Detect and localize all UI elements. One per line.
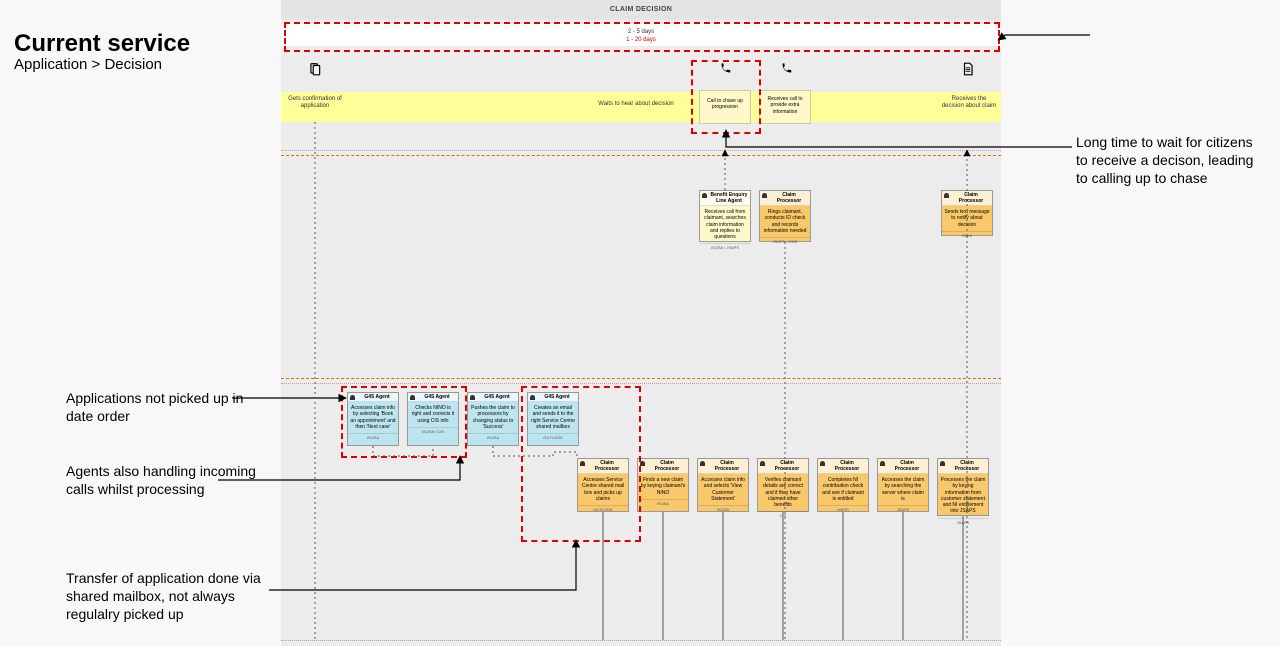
- card-body: Processes the claim by keying informatio…: [938, 474, 988, 518]
- timing-strip: 2 - 5 days 1 - 20 days: [281, 24, 1001, 46]
- card-proc-process-claim: Claim Processor Processes the claim by k…: [937, 458, 989, 516]
- card-body: Accesses claim info by selecting 'Book a…: [348, 402, 398, 433]
- card-system: OUTLOOK: [528, 433, 578, 441]
- card-role: Claim Processor: [578, 459, 628, 474]
- card-proc-view-statement: Claim Processor Accesses claim info and …: [697, 458, 749, 512]
- card-body: Receives call from claimant, searches cl…: [700, 206, 750, 243]
- card-system: JSAPS: [938, 518, 988, 526]
- card-proc-find-claim: Claim Processor Finds a new claim by key…: [637, 458, 689, 512]
- card-body: Verifies claimant details are correct an…: [758, 474, 808, 511]
- card-g4s-push-success: G4S Agent Pushes the claim to processors…: [467, 392, 519, 446]
- card-role: Claim Processor: [758, 459, 808, 474]
- card-g4s-email-mailbox: G4S Agent Creates an email and sends it …: [527, 392, 579, 446]
- phase-header: CLAIM DECISION: [281, 0, 1001, 20]
- breadcrumb: Application > Decision: [14, 56, 162, 73]
- card-proc-verify-details: Claim Processor Verifies claimant detail…: [757, 458, 809, 512]
- card-role: Benefit Enquiry Line Agent: [700, 191, 750, 206]
- card-body: Pushes the claim to processors by changi…: [468, 402, 518, 433]
- citizen-call-chase: Call to chase up progression: [699, 90, 751, 124]
- lane-divider: [281, 155, 1001, 156]
- card-body: Sends text message to notify about decis…: [942, 206, 992, 231]
- lane-divider: [281, 383, 1001, 384]
- device-icon: [308, 62, 322, 79]
- card-body: Checks NINO is right and corrects it usi…: [408, 402, 458, 427]
- card-system: ISIJSA / CIS: [408, 427, 458, 435]
- card-body: Completes NI contribution check and see …: [818, 474, 868, 505]
- card-proc-pick-mailbox: Claim Processor Accesses Service Centre …: [577, 458, 629, 512]
- card-role: Claim Processor: [818, 459, 868, 474]
- card-role: G4S Agent: [468, 393, 518, 402]
- card-role: G4S Agent: [348, 393, 398, 402]
- citizen-call-chase-text: Call to chase up progression: [700, 91, 750, 114]
- citizen-receives-call-text: Receives call to provide extra informati…: [760, 91, 810, 118]
- card-g4s-access-claim: G4S Agent Accesses claim info by selecti…: [347, 392, 399, 446]
- card-system: OUTLOOK: [578, 505, 628, 513]
- card-role: G4S Agent: [528, 393, 578, 402]
- card-system: ISIJSA: [638, 499, 688, 507]
- card-system: ISIJSA: [468, 433, 518, 441]
- phone-icon: [718, 62, 732, 79]
- card-system: Gov.fi: [942, 231, 992, 239]
- card-role: Claim Processor: [938, 459, 988, 474]
- touchpoint-icon-row: [281, 62, 1001, 90]
- citizen-step-receives-decision: Receives the decision about claim: [941, 96, 997, 110]
- card-processor-rings-claimant: Claim Processor Rings claimant, conducts…: [759, 190, 811, 242]
- card-proc-access-jsaps: Claim Processor Accesses the claim by se…: [877, 458, 929, 512]
- card-system: ISIJSA / JSAPS: [700, 243, 750, 251]
- citizen-step-confirmation: Gets confirmation of application: [287, 96, 343, 110]
- card-role: G4S Agent: [408, 393, 458, 402]
- annotation-wait-time: Long time to wait for citizens to receiv…: [1076, 133, 1266, 188]
- service-map-board: CLAIM DECISION 2 - 5 days 1 - 20 days Ge…: [281, 0, 1001, 646]
- card-system: ISIJSA: [348, 433, 398, 441]
- card-body: Accesses claim info and selects 'View Cu…: [698, 474, 748, 505]
- card-body: Accesses Service Centre shared mail box …: [578, 474, 628, 505]
- page-title: Current service: [14, 30, 190, 58]
- annotation-agents-calls: Agents also handling incoming calls whil…: [66, 462, 256, 498]
- card-role: Claim Processor: [760, 191, 810, 206]
- document-icon: [961, 62, 975, 79]
- card-role: Claim Processor: [878, 459, 928, 474]
- timing-typical: 2 - 5 days: [281, 29, 1001, 37]
- card-role: Claim Processor: [638, 459, 688, 474]
- citizen-lane: Gets confirmation of application Waits t…: [281, 92, 1001, 122]
- citizen-step-waiting: Waits to hear about decision: [581, 101, 691, 108]
- card-system: JSAPS / CMS: [760, 237, 810, 245]
- card-system: CIS: [758, 511, 808, 519]
- card-beline-receives-call: Benefit Enquiry Line Agent Receives call…: [699, 190, 751, 242]
- citizen-receives-call: Receives call to provide extra informati…: [759, 90, 811, 124]
- lane-divider: [281, 640, 1001, 641]
- lane-divider: [281, 378, 1001, 379]
- annotation-shared-mailbox: Transfer of application done via shared …: [66, 569, 286, 624]
- card-system: ISIJSA: [698, 505, 748, 513]
- annotation-date-order: Applications not picked up in date order: [66, 389, 256, 425]
- card-role: Claim Processor: [942, 191, 992, 206]
- card-proc-ni-check: Claim Processor Completes NI contributio…: [817, 458, 869, 512]
- card-role: Claim Processor: [698, 459, 748, 474]
- phone-icon: [779, 62, 793, 79]
- card-system: eNIRS: [818, 505, 868, 513]
- timing-worst: 1 - 20 days: [281, 37, 1001, 45]
- card-processor-sends-text: Claim Processor Sends text message to no…: [941, 190, 993, 236]
- card-body: Finds a new claim by keying claimant's N…: [638, 474, 688, 499]
- card-body: Rings claimant, conducts ID check and re…: [760, 206, 810, 237]
- lane-divider: [281, 150, 1001, 151]
- card-body: Creates an email and sends it to the rig…: [528, 402, 578, 433]
- card-body: Accesses the claim by searching the serv…: [878, 474, 928, 505]
- card-g4s-check-nino: G4S Agent Checks NINO is right and corre…: [407, 392, 459, 446]
- card-system: JSAPS: [878, 505, 928, 513]
